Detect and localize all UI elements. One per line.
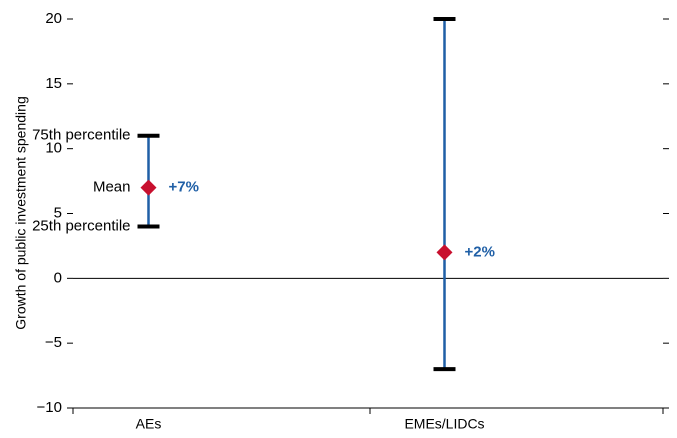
annotation: 75th percentile bbox=[32, 127, 130, 144]
y-tick-label: −5 bbox=[45, 334, 62, 351]
y-axis-label: Growth of public investment spending bbox=[13, 96, 29, 329]
y-tick-label: −10 bbox=[37, 399, 62, 416]
annotation: 25th percentile bbox=[32, 217, 130, 234]
value-label: +7% bbox=[169, 179, 199, 196]
y-tick-label: 20 bbox=[45, 10, 62, 27]
x-tick-label: EMEs/LIDCs bbox=[404, 416, 484, 432]
annotation: Mean bbox=[93, 179, 131, 196]
value-label: +2% bbox=[465, 243, 495, 260]
y-tick-label: 0 bbox=[54, 269, 62, 286]
mean-marker bbox=[436, 244, 453, 261]
y-tick-label: 15 bbox=[45, 75, 62, 92]
x-tick-label: AEs bbox=[136, 416, 162, 432]
y-tick-label: 10 bbox=[45, 140, 62, 157]
mean-marker bbox=[140, 179, 157, 196]
y-tick-label: 5 bbox=[54, 204, 62, 221]
